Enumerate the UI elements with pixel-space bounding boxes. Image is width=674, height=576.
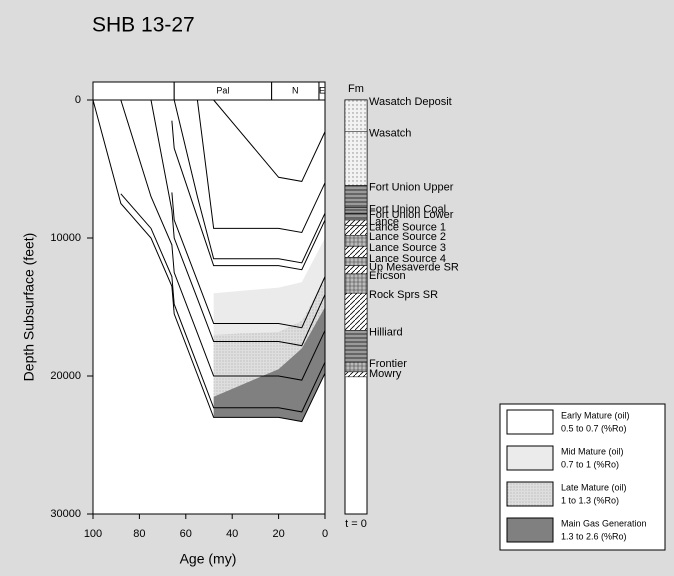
formation-layer bbox=[344, 265, 368, 275]
maturity-zone bbox=[213, 238, 325, 335]
maturity-zone bbox=[213, 279, 325, 397]
period bbox=[92, 81, 175, 101]
legend-label: Main Gas Generation bbox=[561, 518, 647, 528]
formation-label: Lance Source 2 bbox=[369, 231, 446, 243]
burial-line bbox=[213, 99, 326, 182]
y-tick-label: 20000 bbox=[50, 370, 81, 382]
formation-layer bbox=[344, 257, 368, 266]
y-tick-label: 10000 bbox=[50, 232, 81, 244]
x-tick-label: 20 bbox=[272, 528, 284, 540]
burial-line bbox=[171, 192, 326, 329]
formation-label: Wasatch bbox=[369, 128, 411, 140]
legend-swatch bbox=[506, 409, 554, 435]
formation-layer bbox=[344, 207, 368, 214]
burial-line bbox=[150, 99, 326, 347]
y-tick-label: 0 bbox=[75, 94, 81, 106]
legend-swatch bbox=[506, 445, 554, 471]
legend-label: Early Mature (oil) bbox=[561, 410, 630, 420]
period bbox=[318, 81, 326, 101]
burial-line bbox=[120, 99, 326, 381]
period-label: E bbox=[319, 85, 325, 95]
x-tick-label: 80 bbox=[133, 528, 145, 540]
legend-label: Mid Mature (oil) bbox=[561, 446, 624, 456]
legend-range: 0.7 to 1 (%Ro) bbox=[561, 459, 619, 469]
formation-label: Up Mesaverde SR bbox=[369, 262, 459, 274]
x-tick-label: 40 bbox=[226, 528, 238, 540]
legend-range: 1 to 1.3 (%Ro) bbox=[561, 495, 619, 505]
x-tick-label: 100 bbox=[84, 528, 102, 540]
column-time: t = 0 bbox=[345, 518, 367, 530]
formation-layer bbox=[344, 330, 368, 363]
formation-label: Lance bbox=[369, 216, 399, 228]
formation-layer bbox=[344, 246, 368, 258]
formation-layer bbox=[344, 131, 368, 186]
maturity-zone bbox=[213, 307, 325, 422]
formation-label: Fort Union Upper bbox=[369, 181, 454, 193]
burial-line bbox=[173, 99, 326, 264]
period-label: N bbox=[292, 85, 299, 95]
formation-label: Hilliard bbox=[369, 326, 403, 338]
formation-layer bbox=[344, 234, 368, 247]
x-tick-label: 60 bbox=[180, 528, 192, 540]
column-title: Fm bbox=[348, 83, 364, 95]
maturity-zone bbox=[213, 203, 325, 294]
formation-layer bbox=[344, 361, 368, 373]
formation-layer bbox=[344, 99, 368, 132]
legend-swatch bbox=[506, 481, 554, 507]
formation-layer bbox=[344, 212, 368, 221]
burial-line bbox=[196, 99, 326, 234]
formation-label: Lance Source 3 bbox=[369, 242, 446, 254]
period-label: Pal bbox=[216, 85, 229, 95]
formation-layer bbox=[344, 273, 368, 294]
formation-layer bbox=[344, 371, 368, 378]
formation-label: Ericson bbox=[369, 270, 406, 282]
x-tick-label: 0 bbox=[322, 528, 328, 540]
formation-layer bbox=[344, 292, 368, 331]
formation-layer bbox=[344, 219, 368, 226]
x-axis-label: Age (my) bbox=[180, 551, 237, 567]
formation-label: Lance Source 4 bbox=[369, 253, 446, 265]
formation-label: Wasatch Deposit bbox=[369, 96, 452, 108]
legend-swatch bbox=[506, 517, 554, 543]
formation-layer bbox=[344, 225, 368, 236]
burial-line bbox=[171, 120, 326, 271]
legend-range: 1.3 to 2.6 (%Ro) bbox=[561, 531, 627, 541]
formation-label: Frontier bbox=[369, 358, 407, 370]
formation-label: Lance Source 1 bbox=[369, 221, 446, 233]
formation-label: Fort Union Coal bbox=[369, 204, 446, 216]
legend-label: Late Mature (oil) bbox=[561, 482, 627, 492]
chart-title: SHB 13-27 bbox=[92, 14, 195, 37]
legend-range: 0.5 to 0.7 (%Ro) bbox=[561, 423, 627, 433]
burial-line bbox=[120, 193, 326, 413]
y-tick-label: 30000 bbox=[50, 508, 81, 520]
formation-label: Rock Sprs SR bbox=[369, 289, 438, 301]
formation-label: Fort Union Lower bbox=[369, 209, 454, 221]
y-axis-label: Depth Subsurface (feet) bbox=[21, 233, 37, 382]
formation-layer bbox=[344, 185, 368, 208]
burial-line bbox=[92, 99, 326, 423]
formation-label: Mowry bbox=[369, 368, 402, 380]
plot-layer bbox=[92, 99, 326, 423]
